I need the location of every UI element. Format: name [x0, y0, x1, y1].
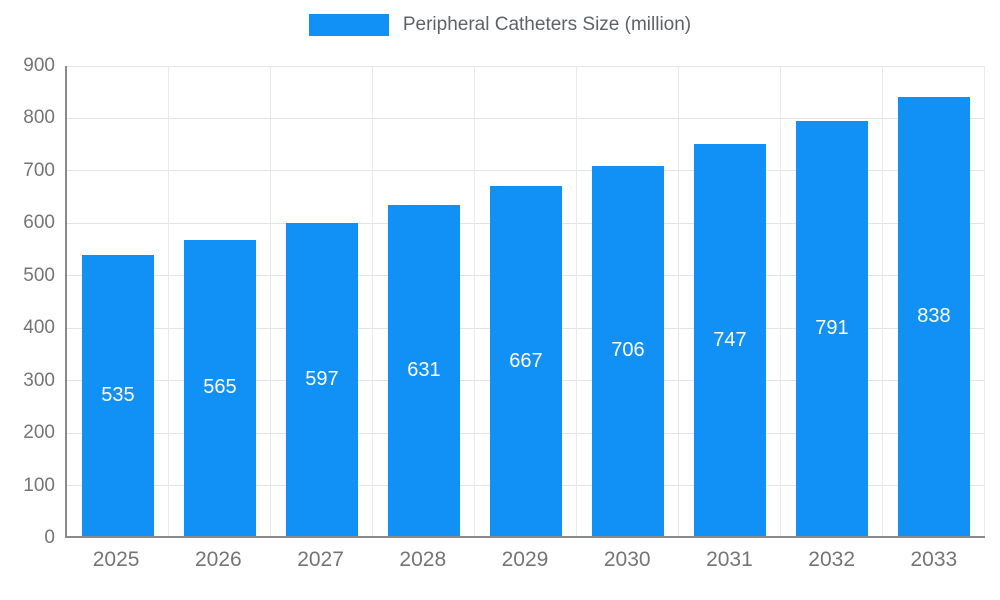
bar-slot: 535 — [67, 66, 169, 536]
gridline-vertical — [473, 66, 475, 536]
x-axis-label: 2030 — [603, 548, 651, 571]
y-axis-label: 200 — [23, 422, 55, 444]
gridline-horizontal — [67, 170, 985, 172]
gridline-vertical — [881, 66, 883, 536]
x-axis-label: 2027 — [297, 548, 344, 571]
legend-swatch — [308, 14, 389, 36]
bar-value-label: 747 — [713, 328, 747, 351]
gridline-vertical — [269, 66, 271, 536]
x-axis: 2025 2026 2027 2028 2029 2030 2031 2032 2033 — [65, 548, 985, 578]
bar-slot: 597 — [271, 66, 373, 536]
y-axis-label: 500 — [23, 264, 55, 286]
bar-value-label: 838 — [917, 304, 951, 327]
x-axis-label: 2028 — [399, 548, 447, 571]
bar-2033: 838 — [898, 96, 970, 536]
gridline-horizontal — [67, 117, 985, 119]
plot-area: 535 565 597 631 667 706 747 791 838 — [65, 65, 985, 538]
gridline-horizontal — [67, 65, 985, 67]
bar-value-label: 791 — [815, 317, 849, 340]
y-axis-label: 700 — [23, 159, 55, 181]
x-axis-label: 2031 — [706, 548, 753, 571]
bar-value-label: 667 — [509, 349, 543, 372]
y-axis-label: 400 — [23, 317, 55, 339]
chart-legend[interactable]: Peripheral Catheters Size (million) — [0, 14, 1000, 36]
bar-value-label: 597 — [305, 367, 339, 390]
bar-slot: 667 — [475, 66, 577, 536]
bar-2032: 791 — [796, 121, 868, 536]
bar-2025: 535 — [82, 255, 154, 536]
x-axis-label: 2029 — [501, 548, 549, 571]
bar-value-label: 565 — [203, 376, 237, 399]
bar-slot: 631 — [373, 66, 475, 536]
bar-slot: 838 — [883, 66, 985, 536]
x-axis-label: 2032 — [808, 548, 855, 571]
y-axis: 0 100 200 300 400 500 600 700 800 900 — [0, 56, 55, 548]
bar-slot: 565 — [169, 66, 271, 536]
bar-slot: 706 — [577, 66, 679, 536]
y-axis-label: 100 — [23, 474, 55, 496]
bar-2027: 597 — [286, 222, 358, 536]
legend-label: Peripheral Catheters Size (million) — [402, 14, 692, 35]
bar-value-label: 706 — [611, 339, 645, 362]
gridline-vertical — [167, 66, 169, 536]
bar-value-label: 631 — [407, 359, 441, 382]
y-axis-label: 0 — [44, 527, 55, 548]
y-axis-label: 300 — [23, 369, 55, 391]
bar-slot: 747 — [679, 66, 781, 536]
gridline-vertical — [984, 66, 985, 536]
bar-2031: 747 — [694, 144, 766, 536]
x-axis-label: 2033 — [910, 548, 958, 571]
gridline-vertical — [576, 66, 577, 536]
x-axis-label: 2025 — [92, 548, 140, 571]
bar-slot: 791 — [781, 66, 883, 536]
x-axis-label: 2026 — [194, 548, 242, 571]
bar-2029: 667 — [490, 186, 562, 536]
bar-2028: 631 — [388, 205, 460, 536]
gridline-vertical — [780, 66, 781, 536]
bar-value-label: 535 — [101, 384, 135, 407]
bar-2030: 706 — [592, 165, 664, 536]
y-axis-label: 900 — [23, 55, 55, 76]
gridline-vertical — [677, 66, 679, 536]
bars-container: 535 565 597 631 667 706 747 791 838 — [67, 66, 985, 536]
y-axis-label: 600 — [23, 212, 55, 234]
gridline-vertical — [371, 66, 373, 536]
bar-2026: 565 — [184, 239, 256, 536]
y-axis-label: 800 — [23, 107, 55, 129]
